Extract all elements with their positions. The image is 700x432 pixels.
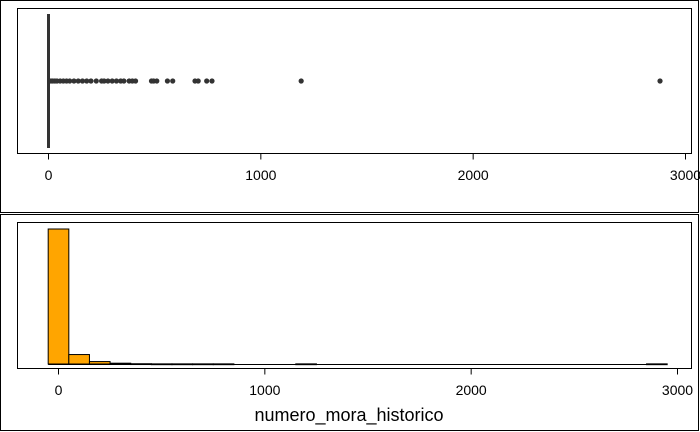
histogram-x-tick-label: 2000 bbox=[456, 382, 487, 398]
boxplot-outlier-point bbox=[170, 78, 176, 84]
boxplot-plot-area bbox=[17, 8, 692, 154]
histogram-bar bbox=[212, 363, 235, 366]
boxplot-outlier-point bbox=[109, 78, 115, 84]
histogram-panel: 0 1000 2000 3000 numero_mora_historico bbox=[17, 222, 693, 426]
boxplot-outlier-point bbox=[67, 78, 73, 84]
histogram-bar bbox=[47, 228, 70, 365]
boxplot-x-tick-label: 3000 bbox=[670, 167, 700, 183]
bottom-panel-border bbox=[0, 214, 699, 431]
histogram-bar bbox=[88, 361, 111, 365]
boxplot-outlier-point bbox=[132, 78, 139, 84]
boxplot-x-tick-label: 1000 bbox=[245, 167, 276, 183]
histogram-x-tick-label: 1000 bbox=[249, 382, 280, 398]
boxplot-outlier-point bbox=[195, 78, 201, 84]
boxplot-panel: 0 1000 2000 3000 bbox=[17, 8, 700, 183]
histogram-bar bbox=[109, 362, 132, 365]
boxplot-outlier-point bbox=[93, 78, 99, 84]
boxplot-outlier-point bbox=[71, 78, 77, 84]
boxplot-outlier-point bbox=[84, 78, 90, 84]
boxplot-outlier-point bbox=[298, 78, 304, 84]
histogram-bar bbox=[130, 363, 152, 366]
boxplot-outlier-point bbox=[75, 78, 81, 84]
boxplot-outlier-point bbox=[88, 78, 94, 84]
histogram-bars bbox=[47, 228, 668, 366]
histogram-bar bbox=[68, 354, 90, 365]
boxplot-outlier-point bbox=[121, 78, 127, 84]
boxplot-outlier-point bbox=[164, 78, 171, 84]
boxplot-marks bbox=[46, 14, 663, 148]
histogram-x-axis: 0 1000 2000 3000 bbox=[55, 368, 693, 398]
boxplot-outlier-point bbox=[657, 78, 663, 84]
boxplot-x-tick-label: 2000 bbox=[458, 167, 489, 183]
boxplot-outlier-point bbox=[79, 78, 86, 84]
boxplot-outlier-point bbox=[113, 78, 120, 84]
histogram-x-tick-label: 0 bbox=[55, 382, 63, 398]
boxplot-outlier-point bbox=[209, 78, 215, 84]
boxplot-x-axis: 0 1000 2000 3000 bbox=[45, 153, 700, 183]
boxplot-outlier-point bbox=[101, 78, 107, 84]
histogram-x-axis-title: numero_mora_historico bbox=[254, 405, 443, 426]
boxplot-outlier-point bbox=[154, 78, 160, 84]
top-panel-border bbox=[0, 0, 699, 213]
boxplot-outlier-point bbox=[105, 78, 111, 84]
boxplot-outlier-point bbox=[204, 78, 210, 84]
histogram-bar bbox=[295, 363, 317, 366]
histogram-bar bbox=[150, 363, 173, 366]
boxplot-x-tick-label: 0 bbox=[45, 167, 53, 183]
histogram-plot-area bbox=[17, 222, 692, 369]
histogram-x-tick-label: 3000 bbox=[662, 382, 693, 398]
histogram-bar bbox=[646, 363, 668, 366]
histogram-bar bbox=[171, 363, 194, 366]
histogram-bar bbox=[192, 363, 214, 366]
